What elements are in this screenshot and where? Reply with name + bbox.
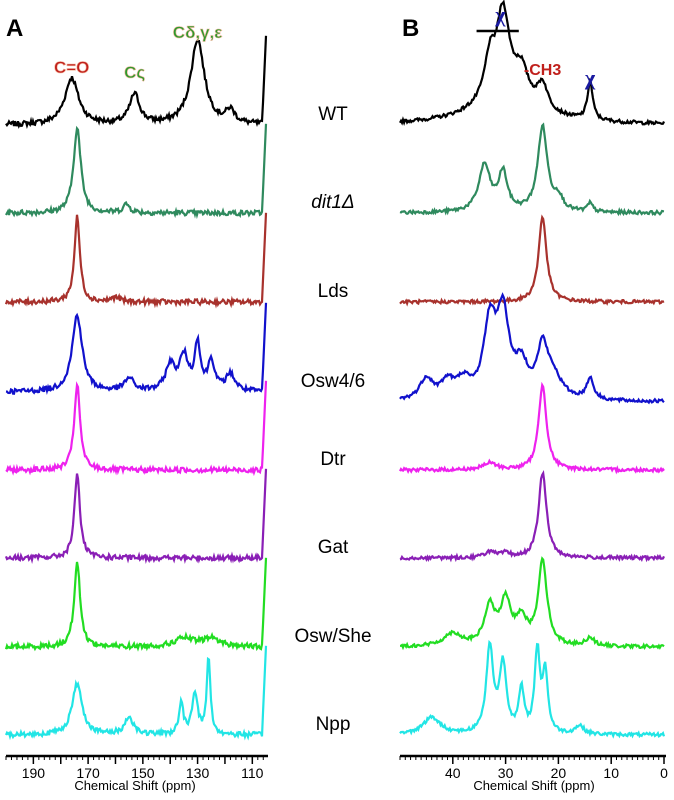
spectrum-a-Lds [4, 212, 268, 309]
series-label: WT [318, 104, 348, 125]
peak-annotation: χ [494, 2, 506, 27]
series-label: dit1Δ [311, 192, 354, 213]
panel-label-b: B [402, 15, 419, 42]
spectrum-a-Gat [4, 468, 268, 564]
peak-annotation: χ [584, 65, 596, 90]
spectrum-b-dit1Δ [399, 122, 665, 217]
tick-label: 10 [603, 765, 619, 781]
spectrum-b-Gat [399, 469, 665, 563]
spectrum-b-Osw/She [400, 556, 665, 651]
panel-b: 40 30 20 10 0 χ -CH3 χ [399, 0, 668, 781]
tick-label: 0 [660, 765, 668, 781]
tick-label: 20 [551, 765, 567, 781]
xlabel-a: Chemical Shift (ppm) [74, 778, 195, 793]
tick-label: 170 [76, 765, 100, 781]
peak-annotation: Cς [124, 63, 145, 82]
spectrum-b-Lds [399, 214, 665, 307]
spectrum-b-WT [399, 0, 666, 127]
tick-label: 110 [241, 765, 264, 781]
spectrum-a-dit1Δ [5, 123, 268, 220]
tick-label: 40 [445, 765, 461, 781]
spectrum-a-Osw/She [4, 557, 268, 652]
series-label: Lds [318, 281, 349, 302]
peak-annotation: Cδ,γ,ε [173, 23, 223, 42]
spectrum-a-WT [5, 35, 268, 130]
series-label: Npp [316, 714, 351, 735]
spectrum-b-Npp [399, 639, 666, 739]
series-label: Gat [318, 537, 349, 558]
series-label: Dtr [320, 449, 346, 470]
tick-label: 150 [131, 765, 155, 781]
spectrum-a-Dtr [5, 380, 268, 477]
panel-label-a: A [6, 15, 23, 42]
series-label: Osw4/6 [301, 371, 365, 392]
spectrum-b-Osw4/6 [399, 292, 665, 405]
tick-label: 130 [186, 765, 210, 781]
peak-annotation: C=O [54, 58, 89, 77]
spectrum-a-Npp [4, 645, 268, 741]
tick-label: 190 [22, 765, 46, 781]
peak-annotation: -CH3 [524, 62, 561, 79]
spectrum-a-Osw4/6 [5, 302, 268, 396]
series-labels: WT dit1Δ Lds Osw4/6 Dtr Gat Osw/She Npp [294, 104, 371, 735]
series-label: Osw/She [294, 626, 371, 647]
panel-a: 190 170 150 130 110 C=O Cς Cδ,γ,ε [4, 23, 268, 781]
spectrum-b-Dtr [399, 381, 665, 475]
xlabel-b: Chemical Shift (ppm) [473, 778, 594, 793]
tick-label: 30 [498, 765, 514, 781]
